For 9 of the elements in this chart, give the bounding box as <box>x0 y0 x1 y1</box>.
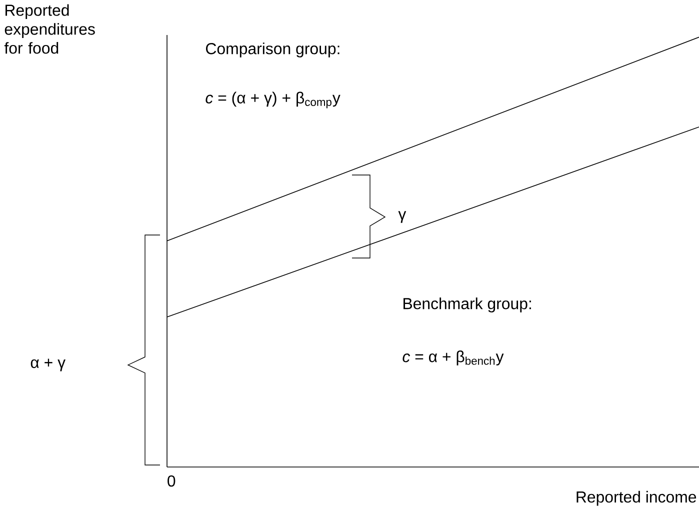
text: 0 <box>168 475 176 487</box>
annotation: c = (α + γ) + β$_{comp}$y <box>206 92 340 108</box>
annotation: Benchmark group: <box>404 298 531 312</box>
y-axis-title: Reported expenditures for food <box>4 4 95 54</box>
annotation: Comparison group: <box>206 42 340 58</box>
x-axis-title: Reported income <box>576 490 696 506</box>
annotation: c = α + β$_{bench}$y <box>402 350 504 366</box>
annotation: γ <box>398 211 406 223</box>
annotation: α + γ <box>30 358 66 372</box>
